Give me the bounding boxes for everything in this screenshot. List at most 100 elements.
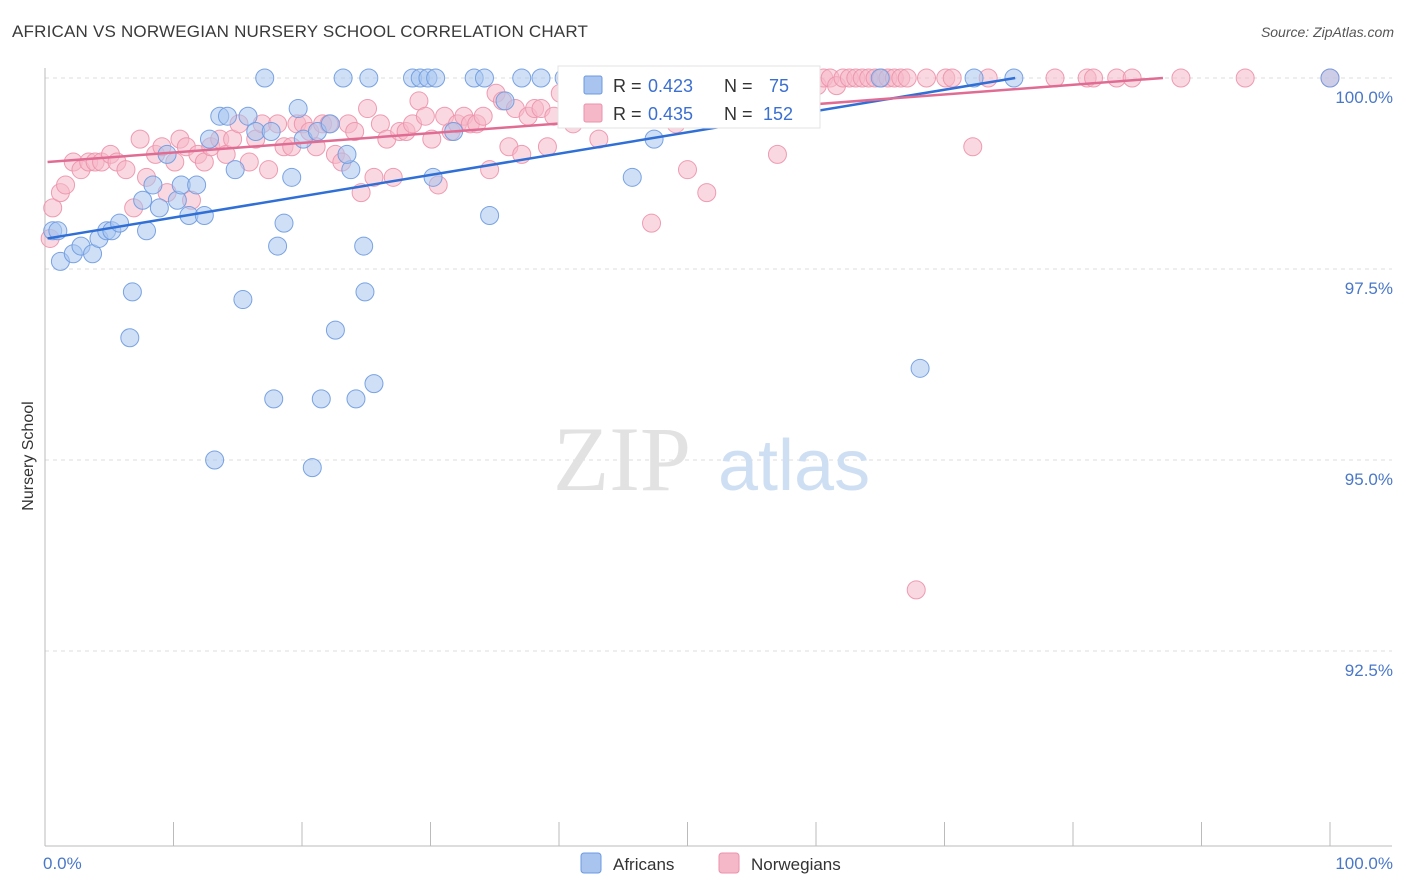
africans-point [474, 68, 494, 88]
africans-point [364, 374, 384, 394]
africans-point [120, 328, 140, 348]
africans-swatch [583, 75, 603, 95]
norwegians-point [642, 213, 662, 233]
africans-point [346, 389, 366, 409]
norwegians-r-label: R = [613, 104, 642, 124]
y-tick-label: 92.5% [1345, 661, 1393, 680]
africans-point [964, 68, 984, 88]
africans-point [531, 68, 551, 88]
africans-point [337, 144, 357, 164]
source-label: Source: ZipAtlas.com [1260, 24, 1394, 40]
africans-point [320, 114, 340, 134]
africans-point [495, 91, 515, 111]
norwegians-point [56, 175, 76, 195]
y-axis-title: Nursery School [20, 401, 37, 510]
africans-point [205, 450, 225, 470]
africans-point [261, 121, 281, 141]
watermark-atlas: atlas [718, 426, 870, 506]
africans-point [288, 99, 308, 119]
africans-point [194, 206, 214, 226]
africans-trend-line [47, 76, 1016, 240]
norwegians-point [678, 160, 697, 180]
chart-title: AFRICAN VS NORWEGIAN NURSERY SCHOOL CORR… [12, 22, 589, 41]
africans-point [225, 160, 245, 180]
africans-point [199, 129, 219, 149]
norwegians-n-value: 152 [763, 104, 793, 124]
africans-point [238, 106, 258, 126]
norwegians-point [1045, 68, 1065, 88]
africans-r-label: R = [613, 76, 642, 96]
africans-point [187, 175, 207, 195]
norwegians-point [116, 160, 136, 180]
norwegians-point [897, 68, 917, 88]
africans-point [359, 68, 379, 88]
africans-point [480, 206, 500, 226]
africans-point [325, 320, 345, 340]
africans-point [137, 221, 157, 241]
norwegians-point [697, 183, 717, 203]
africans-point [423, 167, 443, 187]
africans-point [1320, 68, 1340, 88]
norwegians-point [130, 129, 150, 149]
norwegians-point [1171, 68, 1191, 88]
africans-point [311, 389, 331, 409]
norwegians-n-label: N = [724, 104, 753, 124]
norwegians-point [942, 68, 962, 88]
africans-point [622, 167, 642, 187]
africans-point [122, 282, 142, 302]
africans-point [302, 458, 322, 478]
africans-point [133, 190, 153, 210]
africans-point [268, 236, 288, 256]
watermark: ZIP atlas [553, 408, 870, 510]
axes: 100.0% 97.5% 95.0% 92.5% 0.0% 100.0% [43, 68, 1393, 873]
africans-point [426, 68, 446, 88]
africans-point [512, 68, 532, 88]
x-tick-label: 100.0% [1335, 854, 1393, 873]
norwegians-point [1235, 68, 1255, 88]
africans-point [354, 236, 374, 256]
norwegians-point [906, 580, 926, 600]
y-axis-label: Nursery School [20, 401, 37, 510]
africans-point [110, 213, 130, 233]
africans-n-value: 75 [769, 76, 789, 96]
norwegians-point [358, 99, 378, 119]
legend-africans-label: Africans [613, 855, 674, 874]
africans-point [355, 282, 375, 302]
africans-point [333, 68, 353, 88]
bottom-legend: Africans Norwegians [580, 852, 841, 874]
africans-point [870, 68, 890, 88]
y-tick-label: 95.0% [1345, 470, 1393, 489]
y-tick-label: 97.5% [1345, 279, 1393, 298]
watermark-zip: ZIP [553, 408, 691, 510]
norwegians-r-value: 0.435 [648, 104, 693, 124]
africans-point [217, 106, 237, 126]
africans-point [255, 68, 275, 88]
norwegians-point [537, 137, 557, 157]
norwegians-point [415, 106, 435, 126]
africans-point [233, 290, 253, 310]
africans-points [43, 68, 1340, 478]
norwegians-swatch [583, 103, 603, 123]
africans-point [264, 389, 284, 409]
norwegians-point [473, 106, 493, 126]
africans-point [910, 358, 930, 378]
stats-legend: R = 0.423 N = 75 R = 0.435 N = 152 [557, 65, 821, 129]
legend-norwegians-swatch [718, 852, 740, 874]
y-tick-label: 100.0% [1335, 88, 1393, 107]
norwegians-point [1122, 68, 1142, 88]
x-tick-label: 0.0% [43, 854, 82, 873]
norwegians-point [345, 121, 365, 141]
africans-point [274, 213, 294, 233]
norwegians-point [963, 137, 983, 157]
norwegians-point [917, 68, 937, 88]
africans-r-value: 0.423 [648, 76, 693, 96]
norwegians-point [383, 167, 403, 187]
africans-point [143, 175, 163, 195]
norwegians-point [259, 160, 279, 180]
legend-norwegians-label: Norwegians [751, 855, 841, 874]
norwegians-point [43, 198, 63, 218]
legend-africans-swatch [580, 852, 602, 874]
africans-point [282, 167, 302, 187]
norwegians-point [364, 167, 384, 187]
